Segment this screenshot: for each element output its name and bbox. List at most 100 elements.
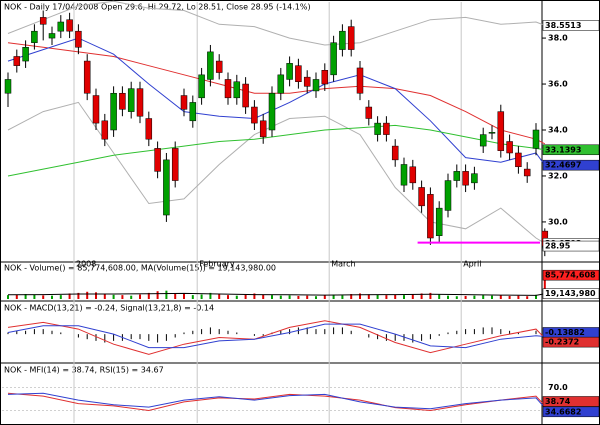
candle-body bbox=[462, 171, 469, 186]
volume-bar bbox=[341, 295, 344, 299]
candle-body bbox=[259, 120, 267, 138]
volume-bar bbox=[15, 294, 18, 299]
candle-body bbox=[312, 79, 320, 92]
candle-body bbox=[321, 70, 329, 85]
volume-bar bbox=[411, 294, 414, 299]
candle-body bbox=[39, 17, 47, 25]
candle-body bbox=[506, 141, 513, 154]
volume-bar bbox=[235, 295, 238, 299]
candle-body bbox=[233, 81, 241, 99]
candle-body bbox=[523, 168, 531, 177]
volume-bar bbox=[51, 295, 53, 299]
volume-bar bbox=[385, 295, 388, 299]
overlay-line bbox=[7, 0, 545, 46]
candle-body bbox=[136, 88, 144, 117]
candle-body bbox=[391, 145, 399, 161]
overlay-line bbox=[7, 124, 545, 177]
volume-bar bbox=[33, 294, 36, 299]
volume-bar bbox=[42, 295, 45, 299]
volume-bar bbox=[323, 295, 326, 299]
signal-line bbox=[7, 323, 545, 349]
candle-body bbox=[295, 65, 302, 82]
volume-bar bbox=[112, 294, 115, 299]
y-tick-label: 36.0 bbox=[548, 80, 568, 89]
volume-bar bbox=[350, 294, 353, 299]
volume-bar bbox=[191, 295, 194, 299]
volume-bar bbox=[508, 295, 511, 299]
candle-body bbox=[48, 33, 56, 39]
volume-bar bbox=[253, 293, 256, 299]
candle-body bbox=[515, 152, 522, 168]
mfi-right-label-box bbox=[542, 396, 600, 407]
candle-body bbox=[268, 92, 276, 131]
candle-body bbox=[497, 111, 505, 151]
candle-body bbox=[22, 47, 29, 62]
volume-bar bbox=[86, 291, 89, 299]
volume-bar bbox=[24, 294, 27, 299]
volume-bar bbox=[464, 295, 467, 299]
candle-body bbox=[347, 26, 355, 50]
mfi-line bbox=[7, 392, 546, 412]
volume-bar bbox=[438, 294, 441, 299]
candle-body bbox=[207, 51, 214, 80]
candle-body bbox=[57, 21, 65, 32]
volume-bar bbox=[139, 294, 141, 299]
volume-bar bbox=[59, 295, 62, 299]
month-label: March bbox=[331, 260, 355, 269]
candle-body bbox=[435, 207, 443, 236]
volume-bar bbox=[218, 294, 221, 299]
volume-bar bbox=[447, 295, 449, 299]
chart-title: NOK - Daily 17/04/2008 Open 29.6, Hi 29.… bbox=[4, 3, 311, 12]
volume-bar bbox=[209, 292, 212, 299]
candle-body bbox=[365, 106, 373, 119]
volume-bar bbox=[244, 294, 247, 299]
candle-body bbox=[286, 63, 293, 80]
volume-bar bbox=[535, 294, 537, 299]
macd-label: NOK - MACD(13,21) = -0.24, Signal(13,21,… bbox=[4, 304, 214, 313]
volume-bar bbox=[306, 295, 309, 299]
candle-body bbox=[242, 83, 249, 108]
candle-body bbox=[171, 148, 179, 181]
candle-body bbox=[119, 92, 126, 110]
volume-bar bbox=[420, 293, 423, 299]
candle-body bbox=[409, 166, 417, 184]
candle-body bbox=[224, 79, 232, 99]
volume-bar bbox=[491, 295, 493, 299]
volume-bar bbox=[543, 275, 546, 299]
month-label: 2008 bbox=[76, 260, 96, 269]
volume-bar bbox=[95, 292, 97, 299]
candle-body bbox=[339, 30, 346, 50]
volume-bar bbox=[103, 294, 106, 299]
candle-body bbox=[488, 132, 496, 134]
volume-bar bbox=[376, 294, 379, 299]
volume-bar bbox=[429, 292, 432, 299]
volume-bar bbox=[499, 295, 502, 299]
y-tick-label: 34.0 bbox=[548, 126, 568, 135]
candle-body bbox=[215, 60, 223, 73]
volume-bar bbox=[332, 294, 335, 299]
mfi-right-label: 34.6682 bbox=[545, 407, 581, 416]
candle-body bbox=[198, 74, 205, 99]
volume-bar bbox=[121, 295, 124, 299]
last-label-box bbox=[542, 20, 600, 31]
candle-body bbox=[471, 173, 478, 184]
y-tick-label: 30.0 bbox=[548, 217, 568, 226]
volume-bar bbox=[526, 296, 529, 299]
macd-line bbox=[7, 320, 546, 355]
month-label: April bbox=[463, 260, 481, 269]
volume-bar bbox=[517, 295, 520, 299]
volume-bar bbox=[455, 296, 458, 299]
candle-body bbox=[13, 56, 21, 66]
candle-body bbox=[92, 95, 100, 124]
mfi-right-label-box bbox=[542, 406, 600, 418]
candle-body bbox=[251, 106, 258, 124]
volume-bar bbox=[367, 294, 370, 299]
volume-bar bbox=[403, 295, 405, 299]
volume-bar bbox=[130, 295, 133, 299]
mfi-label: NOK - MFI(14) = 38.74, RSI(15) = 34.67 bbox=[4, 366, 164, 375]
volume-bar bbox=[482, 295, 485, 299]
candle-body bbox=[356, 67, 364, 94]
candle-body bbox=[383, 122, 390, 135]
volume-bar bbox=[200, 294, 203, 299]
candle-body bbox=[154, 148, 161, 172]
